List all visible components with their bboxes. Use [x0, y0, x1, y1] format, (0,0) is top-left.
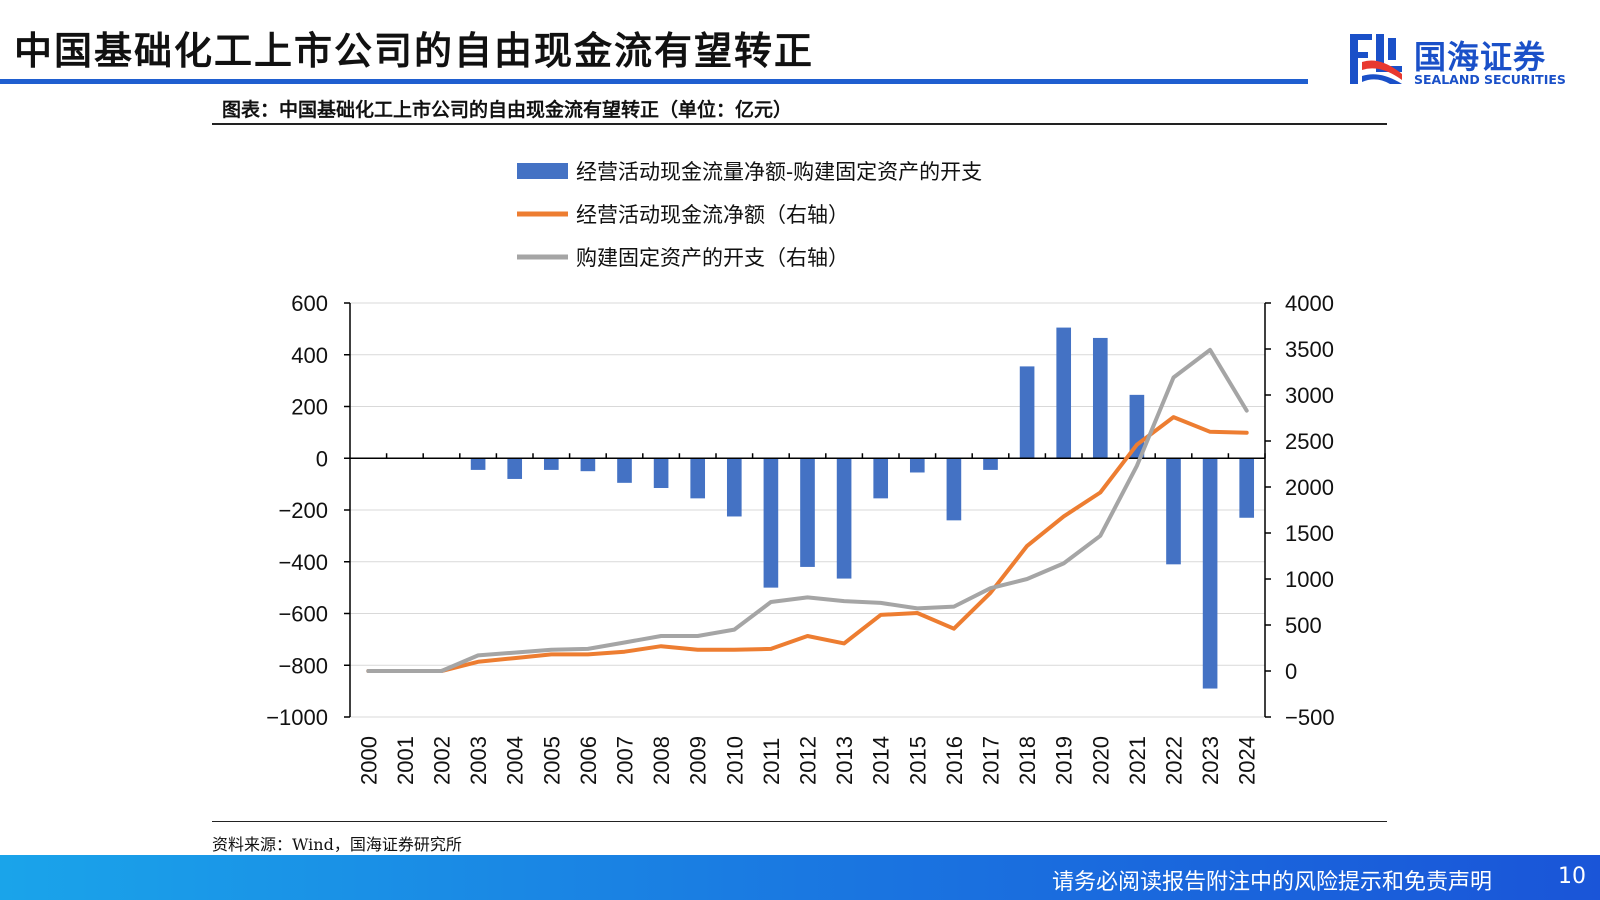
left-tick-label: −800	[278, 653, 328, 678]
x-tick-label: 2002	[430, 736, 455, 785]
bar	[1056, 327, 1072, 459]
bar	[909, 458, 925, 473]
legend-swatch-bar	[517, 163, 568, 179]
bar	[690, 458, 706, 499]
bar	[1239, 458, 1255, 518]
bar	[470, 458, 486, 470]
right-tick-label: −500	[1285, 705, 1335, 730]
x-tick-label: 2015	[905, 736, 930, 785]
x-tick-label: 2008	[649, 736, 674, 785]
x-tick-label: 2001	[393, 736, 418, 785]
bar	[946, 458, 962, 521]
bar	[983, 458, 998, 470]
page-title: 中国基础化工上市公司的自由现金流有望转正	[14, 29, 815, 73]
bar	[1202, 458, 1218, 689]
left-tick-label: 200	[291, 395, 328, 420]
capex-line	[366, 347, 1249, 673]
logo-mark-icon	[1350, 34, 1402, 84]
x-tick-label: 2022	[1162, 736, 1187, 785]
right-tick-label: 2500	[1285, 429, 1334, 454]
x-tick-label: 2006	[576, 736, 601, 785]
x-tick-label: 2013	[832, 736, 857, 785]
tick-labels: 6004002000−200−400−600−800−1000400035003…	[266, 291, 1334, 785]
left-tick-label: 400	[291, 343, 328, 368]
bar	[653, 458, 669, 489]
x-tick-label: 2019	[1052, 736, 1077, 785]
left-tick-label: −200	[278, 498, 328, 523]
right-tick-label: 0	[1285, 659, 1297, 684]
left-tick-label: −600	[278, 602, 328, 627]
line-series	[366, 347, 1249, 673]
left-tick-label: 0	[316, 446, 328, 471]
right-tick-label: 4000	[1285, 291, 1334, 316]
right-tick-label: 1000	[1285, 567, 1334, 592]
bar	[1019, 366, 1035, 459]
right-tick-label: 2000	[1285, 475, 1334, 500]
x-tick-label: 2017	[979, 736, 1004, 785]
bar	[617, 458, 632, 483]
left-tick-label: −400	[278, 550, 328, 575]
x-tick-label: 2021	[1125, 736, 1150, 785]
x-tick-label: 2010	[722, 736, 747, 785]
chart-caption: 图表：中国基础化工上市公司的自由现金流有望转正（单位：亿元）	[222, 99, 793, 121]
bar	[836, 458, 852, 579]
x-tick-label: 2007	[613, 736, 638, 785]
x-tick-label: 2011	[759, 738, 784, 785]
bar	[543, 458, 559, 470]
bar	[1166, 458, 1181, 565]
page-number: 10	[1558, 864, 1586, 889]
right-tick-label: 1500	[1285, 521, 1334, 546]
legend-label: 经营活动现金流净额（右轴）	[576, 203, 849, 227]
source-rule	[212, 821, 1387, 822]
right-tick-label: 3000	[1285, 383, 1334, 408]
left-tick-label: −1000	[266, 705, 328, 730]
bar	[873, 458, 889, 499]
x-tick-label: 2024	[1235, 736, 1260, 785]
x-tick-label: 2003	[466, 736, 491, 785]
source-note: 资料来源：Wind，国海证券研究所	[212, 835, 462, 854]
bar	[726, 458, 742, 517]
logo-text-cn: 国海证券	[1414, 38, 1547, 76]
bar	[580, 458, 596, 472]
legend-label: 经营活动现金流量净额-购建固定资产的开支	[576, 160, 982, 184]
bar	[507, 458, 523, 479]
x-tick-label: 2023	[1198, 736, 1223, 785]
x-tick-label: 2000	[356, 736, 381, 785]
bar	[763, 458, 779, 588]
x-tick-label: 2012	[796, 736, 821, 785]
bar	[1092, 337, 1108, 459]
logo-text-en: SEALAND SECURITIES	[1414, 72, 1566, 87]
x-tick-label: 2016	[942, 736, 967, 785]
caption-rule	[212, 123, 1387, 125]
disclaimer-text: 请务必阅读报告附注中的风险提示和免责声明	[1051, 870, 1492, 895]
x-tick-label: 2005	[539, 736, 564, 785]
x-tick-label: 2004	[503, 736, 528, 785]
right-tick-label: 500	[1285, 613, 1322, 638]
footer: 请务必阅读报告附注中的风险提示和免责声明 10	[0, 855, 1600, 900]
x-tick-label: 2009	[686, 736, 711, 785]
x-tick-label: 2014	[869, 736, 894, 785]
left-tick-label: 600	[291, 291, 328, 316]
bar-series	[470, 327, 1255, 689]
operating-cash-flow-line	[366, 415, 1249, 673]
axes	[344, 302, 1271, 718]
header-rule	[0, 79, 1308, 84]
bar	[800, 458, 815, 567]
legend-label: 购建固定资产的开支（右轴）	[576, 246, 849, 270]
x-tick-label: 2020	[1088, 736, 1113, 785]
right-tick-label: 3500	[1285, 337, 1334, 362]
logo: 国海证券 SEALAND SECURITIES	[1346, 30, 1586, 90]
x-tick-label: 2018	[1015, 736, 1040, 785]
